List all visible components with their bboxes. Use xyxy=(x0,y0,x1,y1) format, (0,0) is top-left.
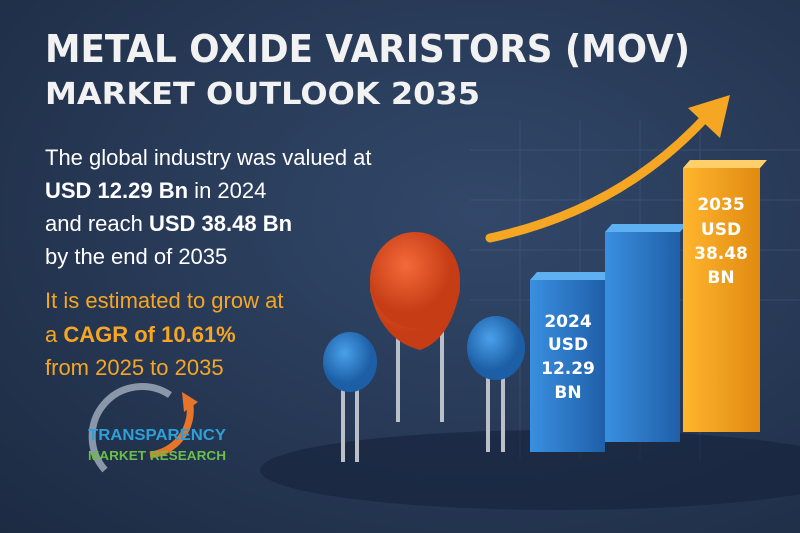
bar-label: 2024 xyxy=(544,312,591,332)
bar-label: 38.48 xyxy=(694,244,748,264)
varistors xyxy=(323,232,525,462)
summary-text: and reach xyxy=(45,211,149,236)
bar-top xyxy=(683,160,767,168)
growth-text: a xyxy=(45,322,63,347)
bar-2035 xyxy=(683,168,760,432)
bar-top xyxy=(605,224,687,232)
growth-line: It is estimated to grow at xyxy=(45,288,283,313)
floor-shadow xyxy=(260,430,800,510)
summary-line: and reach USD 38.48 Bn xyxy=(45,211,292,236)
arrow-shaft xyxy=(485,113,710,243)
cagr: CAGR of 10.61% xyxy=(63,322,235,347)
logo-text: MARKET RESEARCH xyxy=(88,448,226,463)
summary-text: in 2024 xyxy=(188,178,266,203)
bar-label: BN xyxy=(707,268,734,288)
bar-2024 xyxy=(530,280,605,452)
growth-line: a CAGR of 10.61% xyxy=(45,322,236,347)
varistor-disc xyxy=(370,232,460,328)
logo-arrow xyxy=(182,392,198,412)
bar-middle xyxy=(605,232,680,442)
arrow-head xyxy=(688,95,730,138)
value-2024: USD 12.29 Bn xyxy=(45,178,188,203)
title-line-1: METAL OXIDE VARISTORS (MOV) xyxy=(45,27,690,71)
growth-line: from 2025 to 2035 xyxy=(45,355,224,380)
logo-swoosh xyxy=(88,383,172,473)
bar-label: BN xyxy=(554,383,581,403)
bar-label: USD xyxy=(701,220,741,240)
bar-label: 12.29 xyxy=(541,359,595,379)
title-line-2: MARKET OUTLOOK 2035 xyxy=(45,77,480,112)
value-2035: USD 38.48 Bn xyxy=(149,211,292,236)
logo: TRANSPARENCY MARKET RESEARCH xyxy=(88,383,226,473)
bar-label: USD xyxy=(548,335,588,355)
varistor-disc xyxy=(323,332,377,392)
logo-text: TRANSPARENCY xyxy=(88,427,226,444)
trend-arrow xyxy=(485,95,730,243)
bar-label: 2035 xyxy=(697,195,744,215)
logo-swoosh xyxy=(149,404,194,459)
summary-line: by the end of 2035 xyxy=(45,244,227,269)
varistor-disc xyxy=(467,316,525,380)
summary-line: The global industry was valued at xyxy=(45,145,372,170)
bars: 2024 USD 12.29 BN 2035 USD 38.48 BN xyxy=(530,160,767,452)
summary-line: USD 12.29 Bn in 2024 xyxy=(45,178,266,203)
bar-top xyxy=(530,272,612,280)
